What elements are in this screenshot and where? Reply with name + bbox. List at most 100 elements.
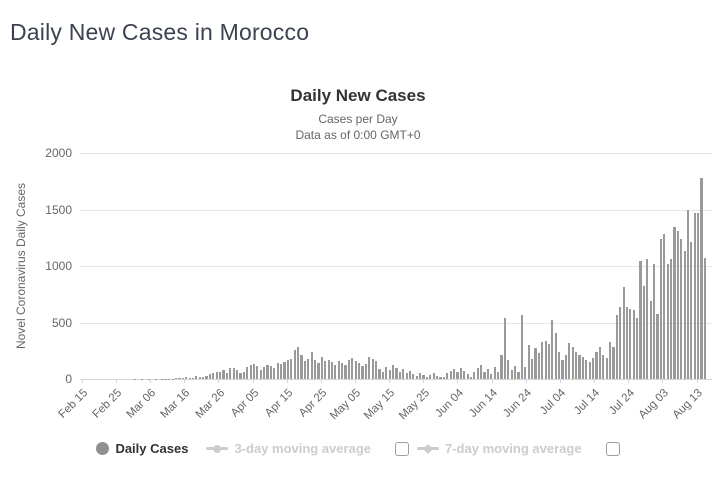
bar[interactable] — [669, 259, 673, 379]
bar[interactable] — [185, 377, 188, 379]
bar[interactable] — [432, 372, 435, 379]
checkbox-3day-moving-average[interactable] — [395, 441, 409, 456]
bar[interactable] — [537, 352, 540, 379]
bar[interactable] — [425, 376, 429, 379]
bar[interactable] — [290, 359, 293, 379]
legend-item-3day-moving-average[interactable]: 3-day moving average — [206, 441, 371, 456]
bars-series-daily-cases[interactable] — [80, 153, 712, 379]
bar[interactable] — [476, 368, 479, 379]
bar[interactable] — [317, 363, 320, 379]
bar[interactable] — [266, 365, 269, 379]
bar[interactable] — [235, 370, 239, 379]
bar[interactable] — [341, 363, 344, 379]
bar[interactable] — [520, 315, 523, 379]
bar[interactable] — [408, 370, 412, 379]
bar[interactable] — [419, 372, 422, 379]
bar[interactable] — [527, 345, 530, 379]
bar[interactable] — [219, 372, 222, 379]
bar[interactable] — [632, 310, 635, 379]
bar[interactable] — [344, 364, 347, 379]
bar[interactable] — [181, 377, 184, 379]
bar[interactable] — [578, 354, 581, 379]
bar[interactable] — [547, 343, 551, 379]
bar[interactable] — [649, 300, 652, 379]
bar[interactable] — [198, 377, 201, 379]
bar[interactable] — [259, 370, 262, 379]
bar[interactable] — [310, 352, 313, 379]
bar[interactable] — [703, 258, 707, 379]
bar[interactable] — [327, 359, 330, 379]
bar[interactable] — [374, 361, 378, 379]
bar[interactable] — [429, 375, 432, 379]
bar[interactable] — [297, 347, 300, 379]
bar[interactable] — [510, 369, 513, 379]
bar[interactable] — [188, 377, 191, 379]
bar[interactable] — [571, 347, 574, 379]
bar[interactable] — [364, 363, 367, 379]
bar[interactable] — [402, 369, 405, 379]
bar[interactable] — [222, 370, 225, 379]
bar[interactable] — [588, 361, 591, 379]
bar[interactable] — [639, 260, 642, 379]
bar[interactable] — [683, 251, 686, 379]
bar[interactable] — [615, 314, 618, 379]
bar[interactable] — [307, 358, 310, 379]
bar[interactable] — [486, 369, 490, 379]
bar[interactable] — [358, 363, 361, 379]
legend-item-7day-moving-average[interactable]: 7-day moving average — [417, 441, 582, 456]
bar[interactable] — [507, 359, 510, 379]
bar[interactable] — [466, 374, 469, 379]
bar[interactable] — [612, 347, 615, 379]
bar[interactable] — [300, 355, 303, 379]
bar[interactable] — [286, 360, 289, 379]
bar[interactable] — [398, 371, 401, 379]
bar[interactable] — [666, 263, 669, 379]
bar[interactable] — [469, 376, 473, 379]
bar[interactable] — [602, 354, 605, 379]
bar[interactable] — [212, 372, 215, 379]
bar[interactable] — [693, 212, 696, 379]
bar[interactable] — [452, 369, 456, 379]
checkbox-7day-moving-average[interactable] — [605, 441, 620, 456]
bar[interactable] — [497, 371, 500, 379]
bar[interactable] — [313, 360, 317, 379]
bar[interactable] — [686, 209, 690, 379]
bar[interactable] — [500, 355, 503, 379]
bar[interactable] — [252, 364, 256, 379]
bar[interactable] — [324, 361, 327, 379]
bar[interactable] — [530, 359, 534, 379]
bar[interactable] — [676, 231, 679, 379]
bar[interactable] — [378, 369, 381, 379]
bar[interactable] — [524, 366, 527, 379]
bar[interactable] — [629, 309, 632, 379]
bar[interactable] — [276, 363, 279, 379]
bar[interactable] — [330, 362, 334, 379]
bar[interactable] — [656, 313, 659, 379]
bar[interactable] — [303, 361, 306, 379]
bar[interactable] — [269, 365, 273, 379]
bar[interactable] — [208, 374, 212, 379]
legend-item-daily-cases[interactable]: Daily Cases — [96, 441, 188, 456]
bar[interactable] — [273, 368, 276, 379]
bar[interactable] — [591, 358, 595, 379]
bar[interactable] — [334, 364, 337, 379]
bar[interactable] — [232, 368, 235, 379]
bar[interactable] — [456, 371, 459, 379]
bar[interactable] — [605, 358, 608, 379]
bar[interactable] — [544, 341, 547, 379]
bar[interactable] — [354, 360, 357, 379]
bar[interactable] — [178, 377, 181, 379]
bar[interactable] — [320, 356, 323, 379]
bar[interactable] — [673, 227, 676, 379]
bar[interactable] — [337, 360, 340, 379]
bar[interactable] — [585, 359, 588, 379]
bar[interactable] — [368, 356, 371, 379]
bar[interactable] — [463, 370, 466, 379]
bar[interactable] — [700, 178, 703, 379]
bar[interactable] — [256, 365, 259, 379]
bar[interactable] — [564, 354, 568, 379]
bar[interactable] — [263, 366, 266, 379]
bar[interactable] — [575, 351, 578, 379]
bar[interactable] — [493, 366, 496, 379]
bar[interactable] — [558, 351, 561, 379]
